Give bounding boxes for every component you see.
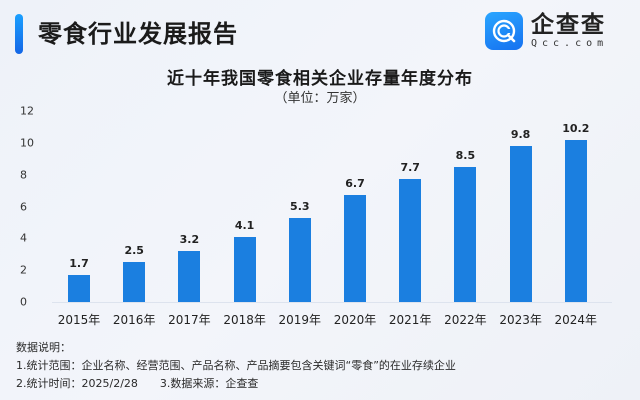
bar [233, 236, 256, 302]
x-tick-label: 2016年 [112, 313, 156, 327]
bar-value-label: 10.2 [562, 121, 590, 135]
chart-subtitle: （单位：万家） [274, 91, 366, 106]
bar [288, 217, 311, 302]
qcc-logo: 企查查 Qcc.com [485, 10, 608, 52]
logo-domain: Qcc.com [531, 37, 609, 49]
bar [178, 251, 201, 302]
report-title: 零食行业发展报告 [38, 20, 238, 48]
y-tick-label: 6 [20, 200, 27, 213]
bar-value-label: 8.5 [455, 148, 476, 162]
x-tick-label: 2021年 [388, 313, 432, 327]
bar [454, 166, 477, 302]
bar [399, 179, 422, 302]
bar-value-label: 2.5 [124, 244, 144, 258]
x-tick-label: 2022年 [444, 313, 487, 327]
x-axis-line [52, 302, 612, 303]
notes-time: 2.统计时间：2025/2/28 [16, 377, 138, 390]
y-tick-label: 12 [20, 104, 34, 118]
bar [123, 262, 146, 302]
x-tick-label: 2017年 [168, 313, 211, 327]
bar-value-label: 9.8 [510, 128, 531, 142]
bar-value-label: 5.3 [290, 199, 310, 213]
x-tick-label: 2015年 [57, 313, 101, 327]
bar [509, 146, 532, 302]
y-tick-label: 4 [20, 231, 27, 245]
qcc-logo-icon [485, 12, 523, 50]
bar-value-label: 3.2 [179, 233, 200, 247]
bar-value-label: 6.7 [345, 177, 365, 191]
notes-heading: 数据说明： [16, 341, 71, 354]
x-tick-label: 2019年 [278, 313, 322, 327]
y-tick-label: 2 [20, 263, 27, 277]
notes-source: 3.数据来源：企查查 [159, 377, 259, 390]
bar [564, 139, 587, 302]
bar-value-label: 7.7 [400, 161, 420, 175]
notes-scope: 1.统计范围：企业名称、经营范围、产品名称、产品摘要包含关键词“零食”的在业存续… [16, 359, 456, 372]
y-tick-label: 10 [20, 136, 34, 150]
x-tick-label: 2024年 [554, 313, 598, 327]
bar [344, 195, 366, 302]
y-tick-label: 8 [20, 168, 27, 182]
data-notes: 数据说明： 1.统计范围：企业名称、经营范围、产品名称、产品摘要包含关键词“零食… [16, 339, 456, 393]
x-tick-label: 2023年 [499, 313, 542, 327]
x-tick-label: 2018年 [223, 313, 266, 327]
logo-name: 企查查 [531, 11, 606, 38]
bar [68, 274, 90, 302]
bar-value-label: 4.1 [234, 218, 255, 232]
chart-title: 近十年我国零食相关企业存量年度分布 [167, 69, 473, 89]
x-tick-label: 2020年 [333, 313, 377, 327]
y-tick-label: 0 [20, 295, 27, 309]
bar-value-label: 1.7 [69, 256, 89, 270]
header-accent-bar [15, 14, 23, 54]
